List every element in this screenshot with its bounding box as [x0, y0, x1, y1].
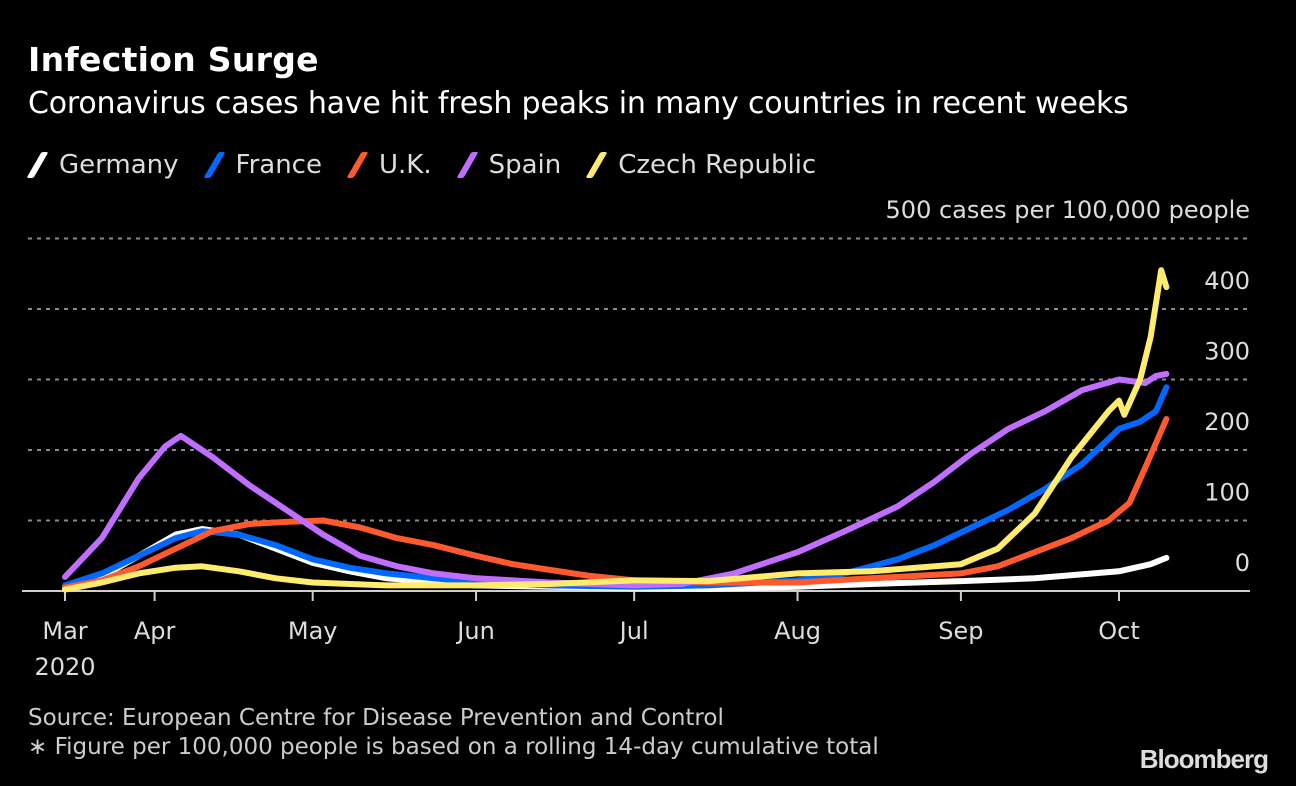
- x-tick-sublabel: 2020: [34, 653, 95, 681]
- y-axis-unit-label: 500 cases per 100,000 people: [885, 196, 1250, 224]
- y-tick-label: 400: [1204, 267, 1250, 295]
- chart-title: Infection Surge: [28, 40, 319, 79]
- series-line-spain: [62, 370, 1170, 589]
- series-lines: [62, 267, 1170, 593]
- x-tick-label: May: [288, 617, 338, 645]
- x-tick-label: Apr: [134, 617, 176, 645]
- bloomberg-logo: Bloomberg: [1139, 744, 1269, 774]
- x-tick-label: Jul: [618, 617, 649, 645]
- legend-item: U.K.: [344, 150, 432, 180]
- series-line-czech-republic: [62, 267, 1170, 593]
- footnote: ∗ Figure per 100,000 people is based on …: [28, 734, 879, 760]
- legend-label: Germany: [59, 150, 179, 180]
- legend: Germany France U.K. Spain Czech Republic: [26, 150, 838, 180]
- y-tick-label: 100: [1204, 479, 1250, 507]
- legend-label: U.K.: [378, 150, 432, 180]
- x-tick-label: Jun: [455, 617, 495, 645]
- series-line-france: [62, 384, 1170, 590]
- legend-label: France: [235, 150, 322, 180]
- x-tick-label: Aug: [774, 617, 821, 645]
- chart-subtitle: Coronavirus cases have hit fresh peaks i…: [28, 86, 1129, 121]
- legend-item: Spain: [454, 150, 562, 180]
- legend-label: Czech Republic: [618, 150, 817, 180]
- series-line-u-k: [62, 416, 1170, 591]
- source-note: Source: European Centre for Disease Prev…: [28, 705, 724, 731]
- x-tick-label: Oct: [1098, 617, 1140, 645]
- y-tick-label: 0: [1235, 549, 1250, 577]
- legend-item: France: [201, 150, 322, 180]
- x-tick-label: Sep: [938, 617, 983, 645]
- x-axis: Mar 2020 Apr May Jun Jul Aug Sep Oct: [34, 591, 1140, 681]
- y-axis-ticks: 0 100 200 300 400: [1204, 267, 1250, 577]
- y-tick-label: 300: [1204, 338, 1250, 366]
- legend-item: Germany: [26, 150, 179, 180]
- x-tick-label: Mar: [42, 617, 87, 645]
- legend-label: Spain: [488, 150, 562, 180]
- legend-item: Czech Republic: [583, 150, 816, 180]
- y-tick-label: 200: [1204, 408, 1250, 436]
